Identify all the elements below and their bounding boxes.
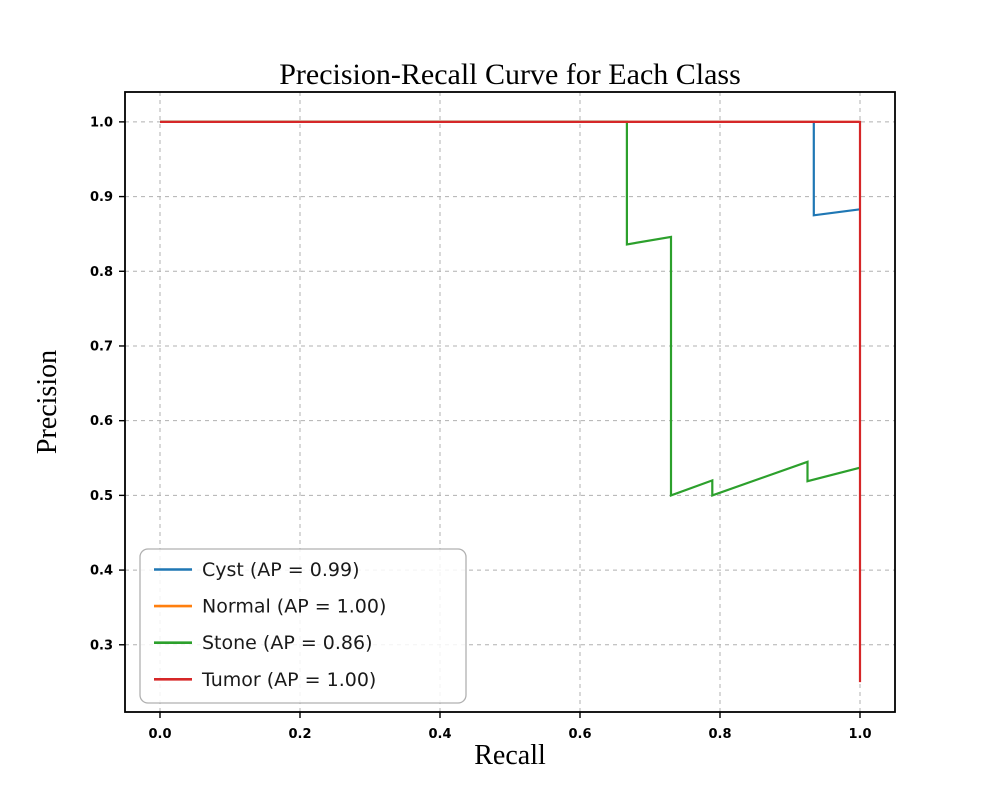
series-lines — [160, 120, 862, 683]
x-tick-label: 0.4 — [428, 727, 451, 742]
y-tick-label: 0.4 — [90, 564, 113, 579]
x-tick-label: 0.0 — [148, 727, 171, 742]
series-line-cyst — [160, 120, 861, 217]
legend-label-stone: Stone (AP = 0.86) — [202, 632, 373, 654]
x-tick-label: 0.6 — [568, 727, 591, 742]
series-line-tumor — [160, 120, 862, 683]
y-tick-label: 0.9 — [90, 190, 113, 205]
x-tick-label: 0.8 — [708, 727, 731, 742]
x-axis-label: Recall — [474, 740, 546, 771]
series-line-stone — [160, 120, 861, 497]
y-tick-label: 0.3 — [90, 638, 113, 653]
chart-title: Precision-Recall Curve for Each Class — [279, 58, 741, 91]
y-tick-label: 1.0 — [90, 115, 113, 130]
legend-box — [139, 548, 467, 704]
y-tick-label: 0.6 — [90, 414, 113, 429]
legend-label-cyst: Cyst (AP = 0.99) — [202, 559, 359, 581]
y-tick-label: 0.7 — [90, 339, 113, 354]
x-tick-label: 1.0 — [848, 727, 871, 742]
y-tick-label: 0.5 — [90, 489, 113, 504]
legend: Cyst (AP = 0.99) Normal (AP = 1.00) Stone … — [139, 548, 467, 704]
y-tick-label: 0.8 — [90, 265, 113, 280]
legend-label-normal: Normal (AP = 1.00) — [202, 596, 386, 618]
legend-label-tumor: Tumor (AP = 1.00) — [201, 669, 376, 691]
y-axis-label: Precision — [32, 350, 63, 454]
axis-ticks: 0.0 0.2 0.4 0.6 0.8 1.0 0.3 0.4 0.5 0.6 0.7 0.8 0.9 1… — [90, 115, 872, 742]
plot-border — [124, 91, 896, 713]
x-tick-label: 0.2 — [288, 727, 311, 742]
